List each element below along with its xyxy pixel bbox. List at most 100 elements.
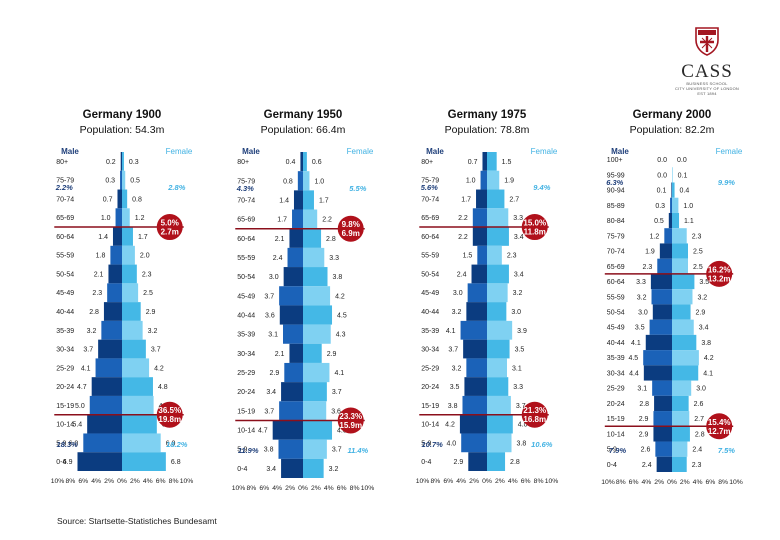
youth-female-share: 18.2%	[166, 440, 188, 449]
female-bar	[672, 350, 699, 366]
female-bar	[303, 247, 325, 268]
female-bar	[487, 339, 510, 359]
male-value: 3.2	[452, 309, 462, 316]
male-bar	[300, 152, 303, 172]
male-value: 3.2	[637, 294, 647, 301]
female-value: 2.5	[693, 249, 703, 256]
male-value: 4.1	[81, 365, 91, 372]
x-tick-label: 6%	[705, 479, 715, 486]
male-bar	[464, 377, 487, 396]
female-bar	[672, 273, 695, 290]
logo-line-3: EST 1894	[697, 91, 717, 96]
share-badge	[521, 401, 548, 428]
x-tick-label: 4%	[693, 479, 703, 486]
share-badge	[706, 413, 733, 440]
legend-female: Female	[166, 147, 193, 156]
x-tick-label: 2%	[285, 485, 295, 492]
male-bar	[651, 289, 672, 305]
pyramid-4: Germany 2000 Population: 82.2m Male Female 1…	[601, 109, 743, 486]
source-note: Source: Startsette-Statistiches Bundesam…	[57, 516, 217, 526]
female-value: 3.4	[514, 234, 524, 241]
male-bar	[468, 452, 487, 471]
male-value: 2.9	[270, 370, 280, 377]
age-label: 50-54	[607, 310, 625, 317]
age-label: 55-59	[237, 255, 255, 262]
age-label: 70-74	[607, 249, 625, 256]
male-bar	[668, 212, 672, 229]
male-bar	[87, 414, 122, 434]
age-label: 35-39	[607, 355, 625, 362]
badge-percent: 15.0%	[523, 219, 546, 228]
male-bar	[101, 320, 122, 340]
female-value: 2.7	[694, 416, 704, 423]
age-label: 25-29	[421, 365, 439, 372]
female-value: 2.3	[692, 233, 702, 240]
x-tick-label: 6%	[156, 478, 166, 485]
male-bar	[657, 258, 672, 274]
age-label: 70-74	[56, 196, 74, 203]
logo-line-1: BUSINESS SCHOOL	[686, 81, 728, 86]
x-tick-label: 6%	[443, 478, 453, 485]
x-tick-label: 2%	[680, 479, 690, 486]
age-label: 50-54	[56, 271, 74, 278]
male-value: 2.9	[639, 416, 649, 423]
age-label: 25-29	[237, 370, 255, 377]
female-bar	[487, 452, 506, 471]
male-bar	[292, 209, 303, 229]
male-value: 1.2	[650, 233, 660, 240]
badge-population: 6.9m	[342, 229, 360, 238]
logo-line-2: CITY UNIVERSITY OF LONDON	[675, 86, 739, 91]
female-bar	[303, 420, 333, 440]
age-label: 20-24	[237, 389, 255, 396]
badge-population: 16.8m	[523, 415, 546, 424]
age-label: 65-69	[607, 264, 625, 271]
female-value: 3.8	[701, 340, 711, 347]
male-value: 3.0	[453, 290, 463, 297]
age-label: 80+	[56, 159, 68, 166]
male-bar	[653, 426, 672, 442]
x-tick-label: 6%	[337, 485, 347, 492]
badge-percent: 23.3%	[339, 412, 362, 421]
x-tick-label: 4%	[91, 478, 101, 485]
x-tick-label: 10%	[51, 478, 65, 485]
male-value: 3.6	[265, 313, 275, 320]
age-label: 100+	[607, 157, 623, 164]
male-value: 3.1	[268, 332, 278, 339]
male-bar	[281, 458, 303, 478]
female-bar	[487, 320, 513, 340]
female-bar	[672, 334, 697, 351]
male-value: 3.0	[638, 310, 648, 317]
age-label: 5-9	[237, 447, 247, 454]
x-tick-label: 2%	[469, 478, 479, 485]
male-bar	[670, 197, 672, 213]
male-value: 1.8	[96, 253, 106, 260]
male-bar	[653, 411, 672, 427]
male-value: 2.2	[458, 215, 468, 222]
female-value: 2.4	[692, 447, 702, 454]
male-bar	[643, 365, 672, 381]
male-value: 3.1	[637, 386, 647, 393]
male-bar	[649, 319, 672, 335]
female-value: 2.8	[510, 459, 520, 466]
age-label: 65-69	[56, 215, 74, 222]
age-label: 40-44	[237, 313, 255, 320]
age-label: 15-19	[56, 403, 74, 410]
male-value: 2.1	[275, 351, 285, 358]
x-tick-label: 2%	[311, 485, 321, 492]
male-value: 1.0	[466, 178, 476, 185]
female-value: 1.0	[683, 203, 693, 210]
female-bar	[303, 228, 322, 248]
female-value: 2.8	[695, 431, 705, 438]
female-bar	[672, 167, 673, 183]
age-label: 30-34	[421, 347, 439, 354]
male-value: 2.1	[275, 236, 285, 243]
male-value: 0.3	[655, 203, 665, 210]
male-value: 2.9	[639, 431, 649, 438]
male-bar	[283, 267, 303, 287]
youth-male-share: 10.7%	[422, 440, 444, 449]
male-bar	[279, 305, 303, 325]
female-value: 3.8	[517, 440, 527, 447]
male-value: 3.7	[264, 408, 274, 415]
male-bar	[83, 433, 122, 453]
x-tick-label: 2%	[654, 479, 664, 486]
